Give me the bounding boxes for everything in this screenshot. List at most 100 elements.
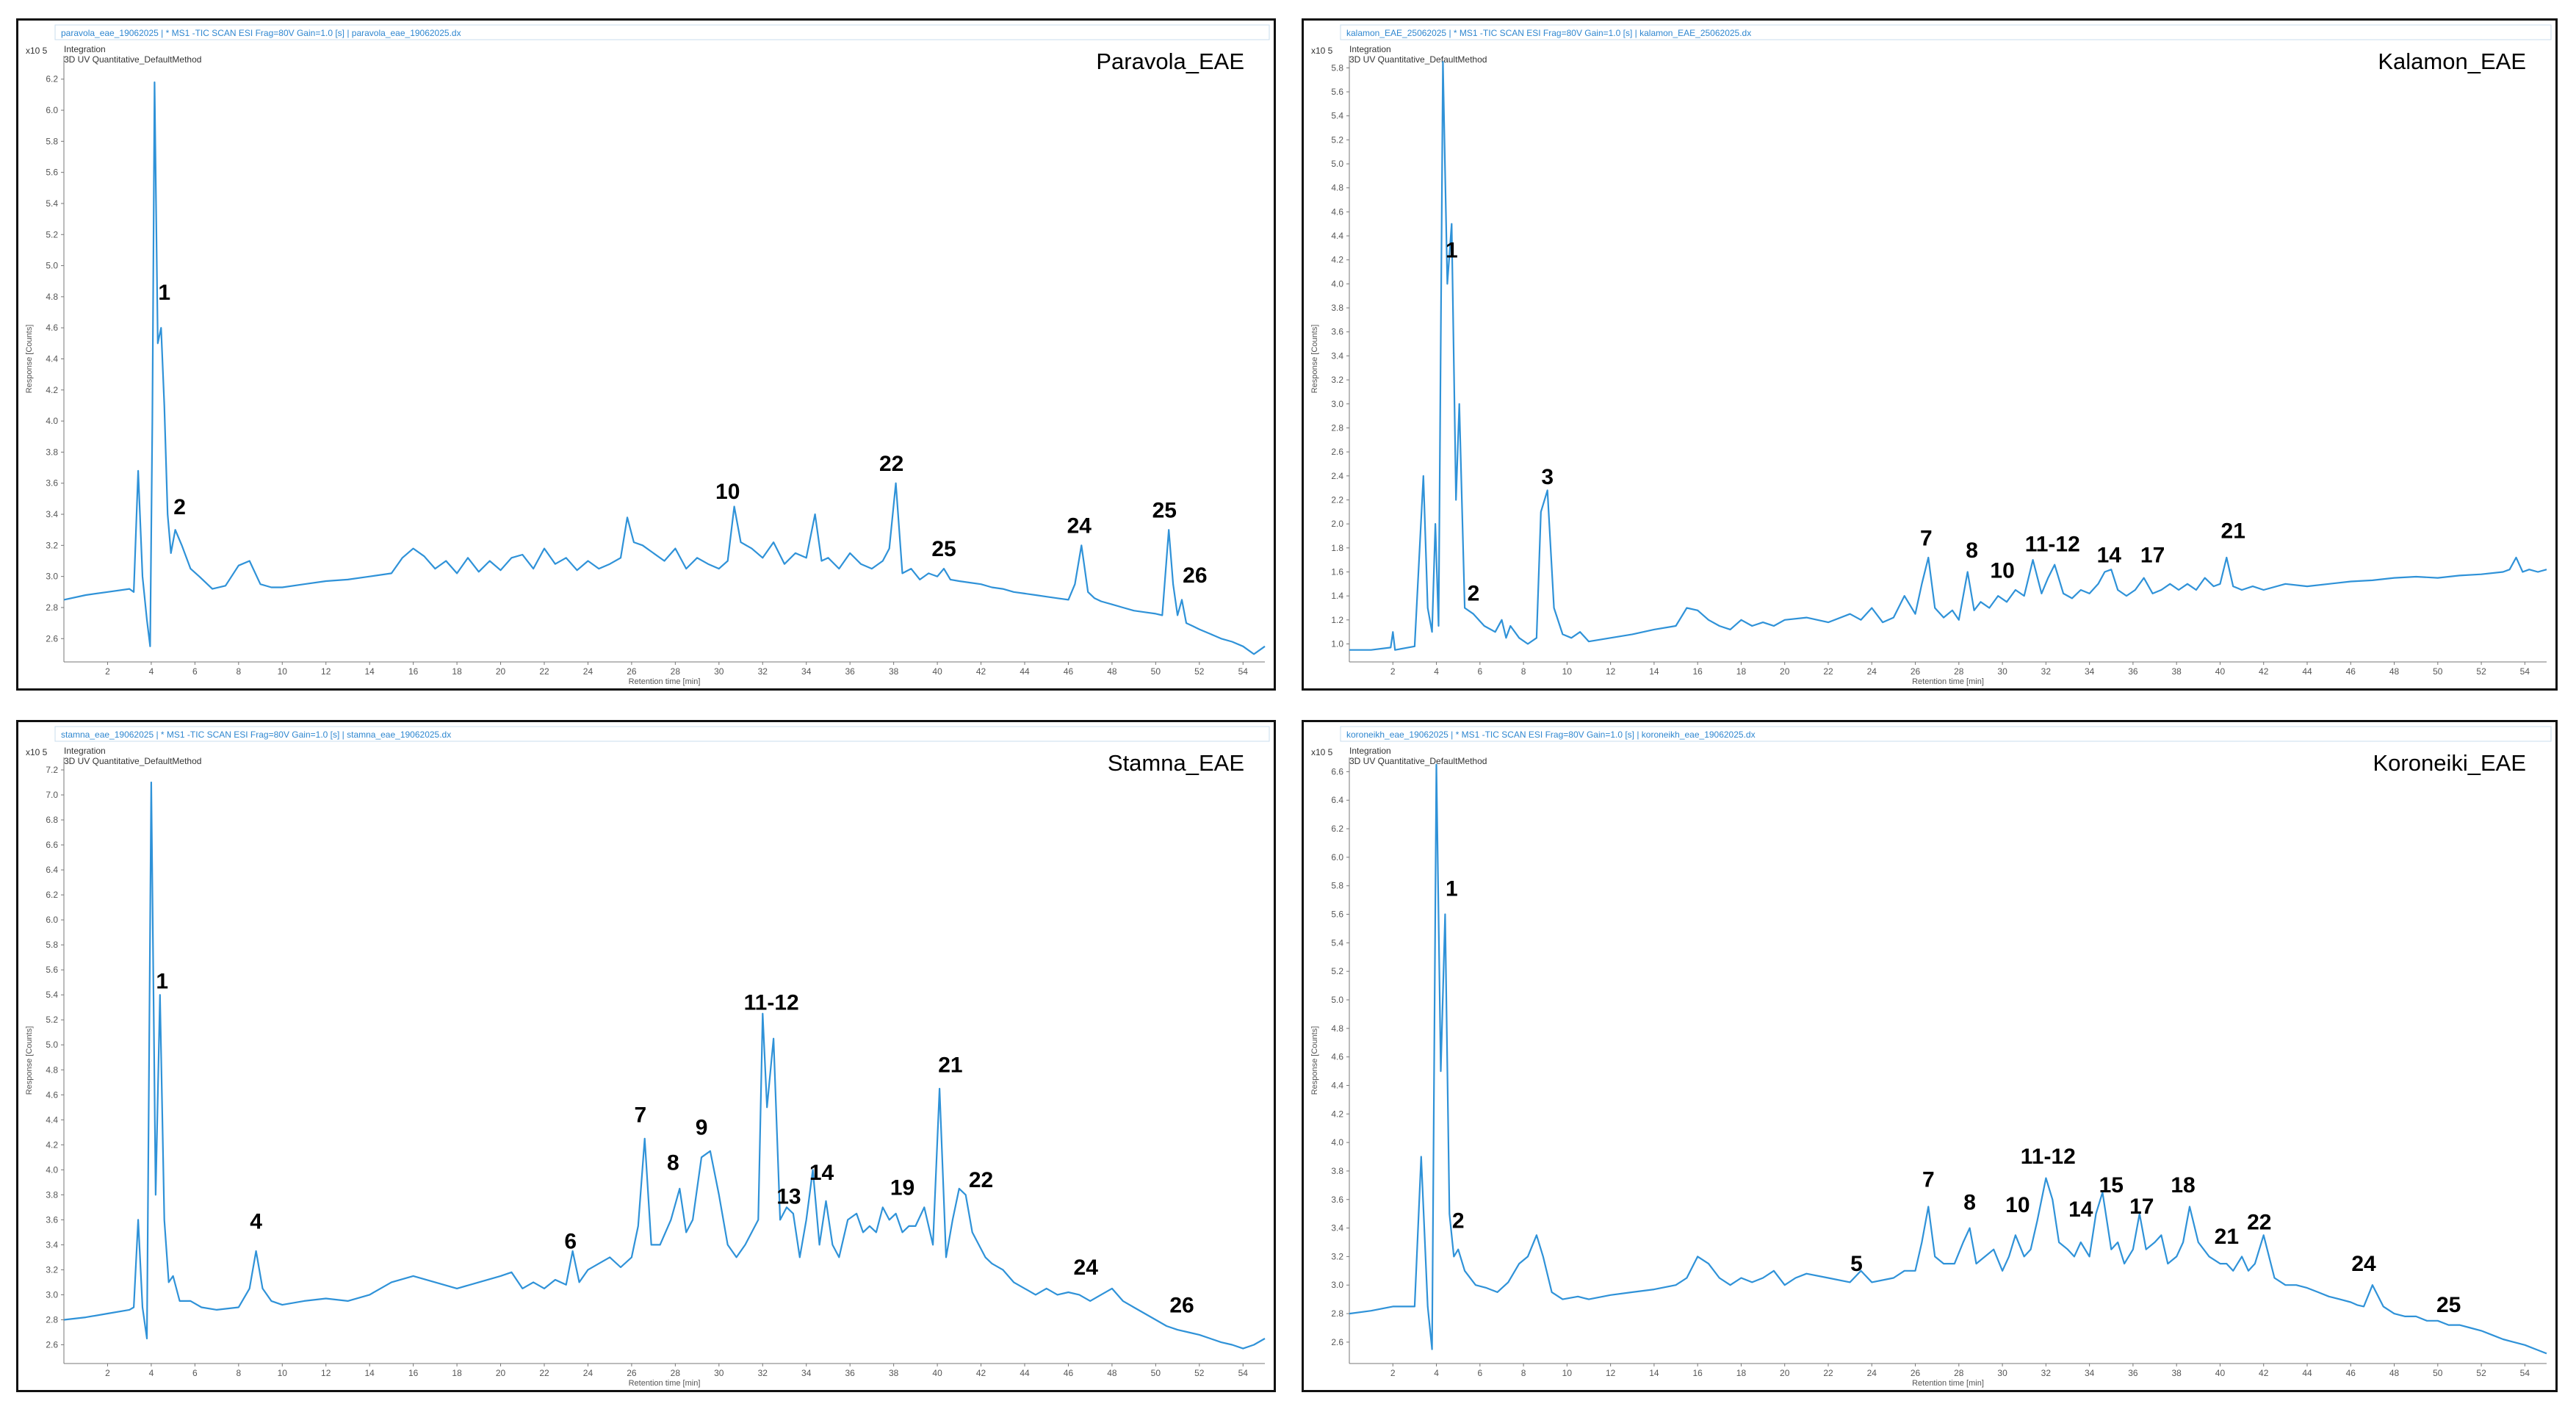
y-tick-label: 2.8: [1331, 422, 1343, 433]
x-tick-label: 14: [1649, 666, 1659, 677]
tic-trace-line: [1349, 61, 2547, 651]
peak-label: 21: [938, 1053, 962, 1078]
y-tick-label: 6.2: [46, 74, 58, 84]
peak-label: 24: [1067, 514, 1092, 538]
x-tick-label: 10: [278, 1368, 288, 1378]
y-tick-label: 5.6: [46, 965, 58, 975]
peak-label: 22: [879, 452, 903, 476]
exponent-label: x10 5: [26, 747, 48, 757]
x-tick-label: 44: [1020, 1368, 1030, 1378]
sample-name: Stamna_EAE: [1108, 750, 1244, 776]
x-tick-label: 38: [889, 1368, 899, 1378]
y-tick-label: 4.6: [46, 1089, 58, 1100]
y-tick-label: 6.0: [1331, 852, 1343, 862]
peak-label: 21: [2215, 1225, 2239, 1249]
x-tick-label: 48: [1107, 666, 1117, 677]
method-label: 3D UV Quantitative_DefaultMethod: [64, 54, 201, 65]
y-tick-label: 3.8: [46, 1189, 58, 1200]
y-tick-label: 4.4: [46, 354, 58, 364]
x-tick-label: 46: [2346, 1368, 2356, 1378]
x-tick-label: 26: [627, 1368, 637, 1378]
peak-label: 10: [715, 480, 740, 504]
y-tick-label: 5.4: [1331, 111, 1343, 121]
peak-label: 8: [1963, 1190, 1976, 1214]
y-tick-label: 6.2: [46, 890, 58, 900]
y-tick-label: 1.4: [1331, 591, 1343, 601]
y-tick-label: 5.2: [46, 1015, 58, 1025]
x-tick-label: 22: [539, 666, 549, 677]
y-tick-label: 4.6: [1331, 206, 1343, 217]
x-tick-label: 2: [105, 666, 110, 677]
sample-name: Paravola_EAE: [1096, 48, 1244, 74]
y-axis-label: Response [Counts]: [25, 1026, 34, 1095]
peak-label: 25: [931, 537, 956, 561]
peak-label: 11-12: [2021, 1145, 2076, 1169]
x-tick-label: 52: [1194, 666, 1205, 677]
y-tick-label: 5.2: [1331, 134, 1343, 145]
x-tick-label: 14: [365, 666, 375, 677]
peak-label: 17: [2129, 1195, 2154, 1219]
y-tick-label: 4.6: [46, 323, 58, 333]
peak-label: 24: [1074, 1256, 1099, 1280]
peak-label: 2: [1468, 582, 1480, 606]
x-tick-label: 38: [889, 666, 899, 677]
header-text: koroneikh_eae_19062025 | * MS1 -TIC SCAN…: [1346, 730, 1756, 740]
y-tick-label: 3.8: [1331, 1166, 1343, 1176]
x-tick-label: 36: [2128, 1368, 2138, 1378]
y-tick-label: 5.8: [46, 940, 58, 950]
x-tick-label: 46: [1064, 1368, 1074, 1378]
x-tick-label: 50: [1151, 666, 1161, 677]
x-tick-label: 4: [149, 1368, 154, 1378]
chromatogram-svg: paravola_eae_19062025 | * MS1 -TIC SCAN …: [25, 24, 1270, 686]
y-tick-label: 3.0: [46, 1289, 58, 1300]
x-tick-label: 48: [2389, 666, 2400, 677]
x-tick-label: 42: [2259, 1368, 2269, 1378]
x-tick-label: 40: [932, 1368, 942, 1378]
peak-label: 13: [776, 1184, 801, 1209]
y-tick-label: 3.8: [46, 447, 58, 457]
y-tick-label: 6.4: [46, 865, 58, 875]
x-tick-label: 16: [1693, 666, 1703, 677]
y-tick-label: 4.0: [1331, 1137, 1343, 1148]
x-tick-label: 16: [408, 666, 419, 677]
sample-name: Koroneiki_EAE: [2373, 750, 2526, 776]
y-tick-label: 4.0: [46, 1164, 58, 1175]
x-tick-label: 6: [1477, 1368, 1482, 1378]
y-tick-label: 1.6: [1331, 566, 1343, 577]
y-tick-label: 5.0: [46, 261, 58, 271]
exponent-label: x10 5: [26, 46, 48, 56]
y-tick-label: 4.2: [46, 1139, 58, 1150]
y-tick-label: 6.0: [46, 105, 58, 115]
x-tick-label: 40: [2215, 666, 2226, 677]
peak-label: 22: [969, 1168, 993, 1192]
x-tick-label: 10: [1562, 1368, 1573, 1378]
y-tick-label: 3.2: [46, 540, 58, 550]
y-tick-label: 2.0: [1331, 519, 1343, 529]
y-tick-label: 6.6: [46, 840, 58, 850]
x-tick-label: 54: [1238, 1368, 1249, 1378]
chromatogram-panel-kalamon: kalamon_EAE_25062025 | * MS1 -TIC SCAN E…: [1302, 18, 2558, 691]
x-tick-label: 12: [1606, 666, 1616, 677]
x-tick-label: 30: [1997, 666, 2007, 677]
x-tick-label: 18: [1736, 666, 1747, 677]
peak-label: 21: [2221, 519, 2245, 544]
x-tick-label: 10: [1562, 666, 1573, 677]
y-tick-label: 6.2: [1331, 824, 1343, 834]
x-tick-label: 26: [1911, 1368, 1921, 1378]
x-tick-label: 4: [1434, 1368, 1439, 1378]
y-tick-label: 3.6: [46, 1214, 58, 1225]
x-tick-label: 26: [1911, 666, 1921, 677]
x-tick-label: 46: [1064, 666, 1074, 677]
x-tick-label: 6: [1477, 666, 1482, 677]
peak-label: 7: [1920, 527, 1933, 551]
x-tick-label: 48: [2389, 1368, 2400, 1378]
y-tick-label: 3.2: [1331, 1251, 1343, 1261]
y-tick-label: 5.0: [1331, 159, 1343, 169]
header-bar: [54, 726, 1270, 742]
y-tick-label: 7.2: [46, 765, 58, 775]
y-tick-label: 4.4: [1331, 231, 1343, 241]
x-axis-label: Retention time [min]: [629, 677, 701, 686]
chromatogram-panel-stamna: stamna_eae_19062025 | * MS1 -TIC SCAN ES…: [16, 720, 1276, 1392]
method-label: 3D UV Quantitative_DefaultMethod: [1349, 54, 1487, 65]
y-tick-label: 5.4: [46, 990, 58, 1000]
